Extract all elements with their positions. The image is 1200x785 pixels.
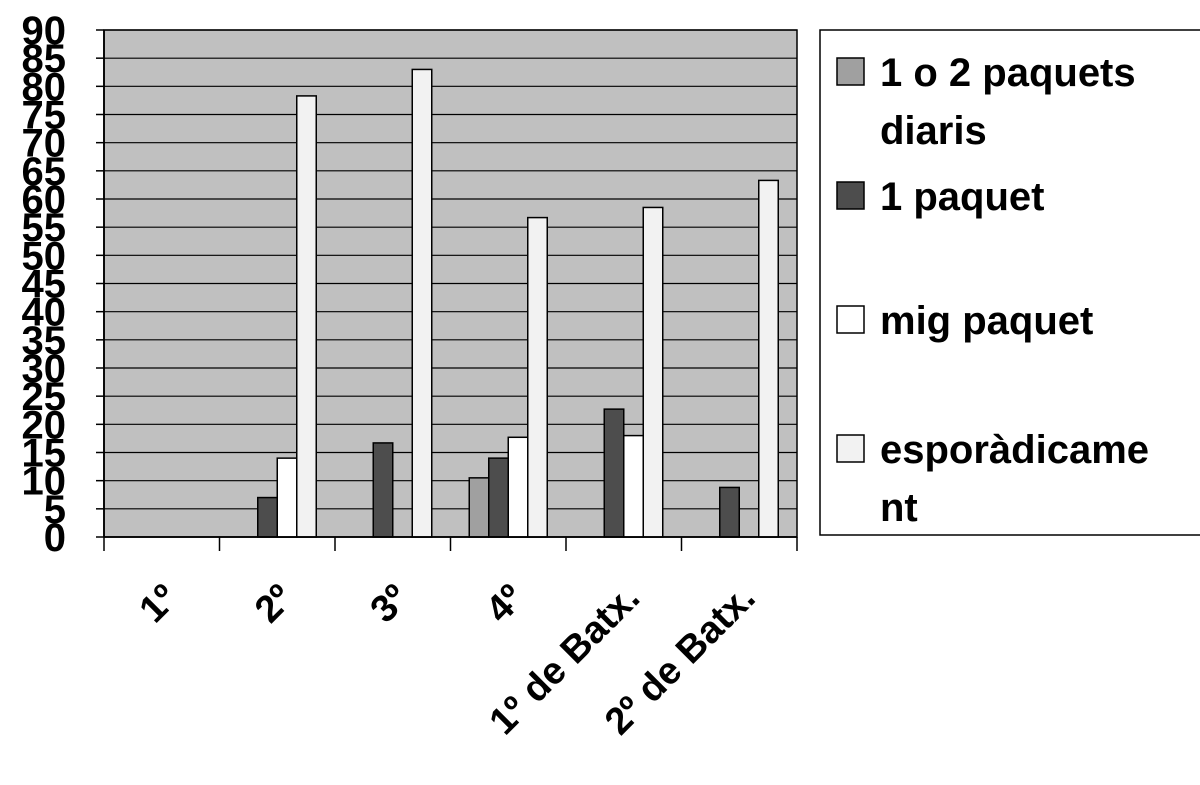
legend-label: 1 o 2 paquets diaris [880,51,1136,153]
y-tick-label: 75 [22,94,67,138]
legend-label: 1 paquet [880,175,1044,219]
y-tick-label: 45 [22,263,67,307]
y-tick-label: 20 [22,403,67,447]
bars [257,68,779,538]
bar [488,457,509,538]
y-tick-label: 30 [22,347,67,391]
legend-label: esporàdicame nt [880,428,1149,530]
legend-swatch [836,181,865,210]
bar [527,216,548,538]
bar [372,442,394,538]
bar [276,457,298,538]
bar [719,486,740,538]
y-tick-label: 55 [22,206,67,250]
legend-swatch [836,434,865,463]
y-tick-label: 85 [22,37,67,81]
x-tick-label: 2º [247,577,302,632]
y-tick-label: 25 [22,375,67,419]
bar [603,408,625,538]
y-tick-label: 90 [22,9,67,53]
x-tick-label: 4º [478,577,533,632]
legend-box [819,29,1200,536]
bar [507,436,529,538]
legend-swatch [836,57,865,86]
bar [623,434,644,538]
legend-swatch [836,305,865,334]
y-tick-label: 80 [22,65,67,109]
y-tick-label: 50 [22,234,67,278]
bar [411,68,433,538]
y-tick-label: 65 [22,150,67,194]
y-tick-label: 5 [44,488,66,532]
bar [758,179,779,538]
y-tick-label: 0 [44,516,66,560]
x-tick-label: 3º [363,577,418,632]
y-tick-label: 15 [22,432,67,476]
bar [257,496,278,538]
legend-label: mig paquet [880,299,1093,343]
legend: 1 o 2 paquets diaris 1 paquet mig paquet esp… [819,29,1200,536]
x-tick-label: 1º [132,577,187,632]
bar [468,477,490,538]
y-tick-label: 35 [22,319,67,363]
y-tick-label: 70 [22,122,67,166]
y-tick-label: 60 [22,178,67,222]
y-tick-label: 10 [22,460,67,504]
bar [642,206,664,538]
y-tick-label: 40 [22,291,67,335]
gridlines [104,29,797,510]
bar [296,95,317,538]
